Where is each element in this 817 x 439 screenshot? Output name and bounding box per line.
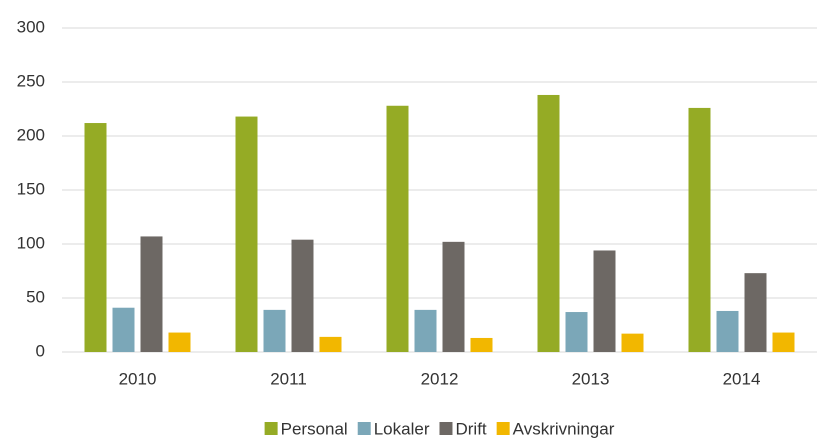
legend-swatch bbox=[357, 422, 371, 435]
x-tick-label: 2013 bbox=[572, 369, 610, 388]
x-tick-label: 2011 bbox=[270, 369, 307, 388]
y-tick-label: 150 bbox=[17, 179, 45, 198]
bar bbox=[112, 307, 135, 352]
bar bbox=[470, 337, 493, 352]
bar bbox=[593, 250, 616, 352]
legend-label: Avskrivningar bbox=[513, 419, 615, 438]
y-tick-label: 200 bbox=[17, 125, 45, 144]
bar bbox=[386, 105, 409, 352]
bar bbox=[319, 336, 342, 352]
bar bbox=[537, 94, 560, 353]
y-tick-label: 0 bbox=[36, 341, 45, 360]
legend-swatch bbox=[496, 422, 510, 435]
x-tick-label: 2012 bbox=[421, 369, 459, 388]
bar bbox=[442, 241, 465, 352]
bar bbox=[621, 333, 644, 352]
x-tick-label: 2014 bbox=[723, 369, 761, 388]
y-tick-label: 300 bbox=[17, 17, 45, 36]
bar bbox=[772, 332, 795, 352]
legend-swatch bbox=[264, 422, 278, 435]
legend-label: Lokaler bbox=[374, 419, 430, 438]
y-tick-label: 50 bbox=[26, 287, 45, 306]
bar bbox=[414, 309, 437, 352]
bar bbox=[688, 107, 711, 352]
bar bbox=[84, 123, 107, 352]
bar bbox=[291, 239, 314, 352]
bar bbox=[140, 236, 163, 352]
bar bbox=[744, 273, 767, 352]
y-tick-label: 100 bbox=[17, 233, 45, 252]
legend-label: Personal bbox=[281, 419, 348, 438]
legend-label: Drift bbox=[455, 419, 486, 438]
x-tick-label: 2010 bbox=[119, 369, 157, 388]
bar bbox=[168, 332, 191, 352]
bar bbox=[565, 312, 588, 352]
bar bbox=[263, 309, 286, 352]
bar bbox=[235, 116, 258, 352]
bar bbox=[716, 310, 739, 352]
y-tick-label: 250 bbox=[17, 71, 45, 90]
legend-swatch bbox=[439, 422, 453, 435]
